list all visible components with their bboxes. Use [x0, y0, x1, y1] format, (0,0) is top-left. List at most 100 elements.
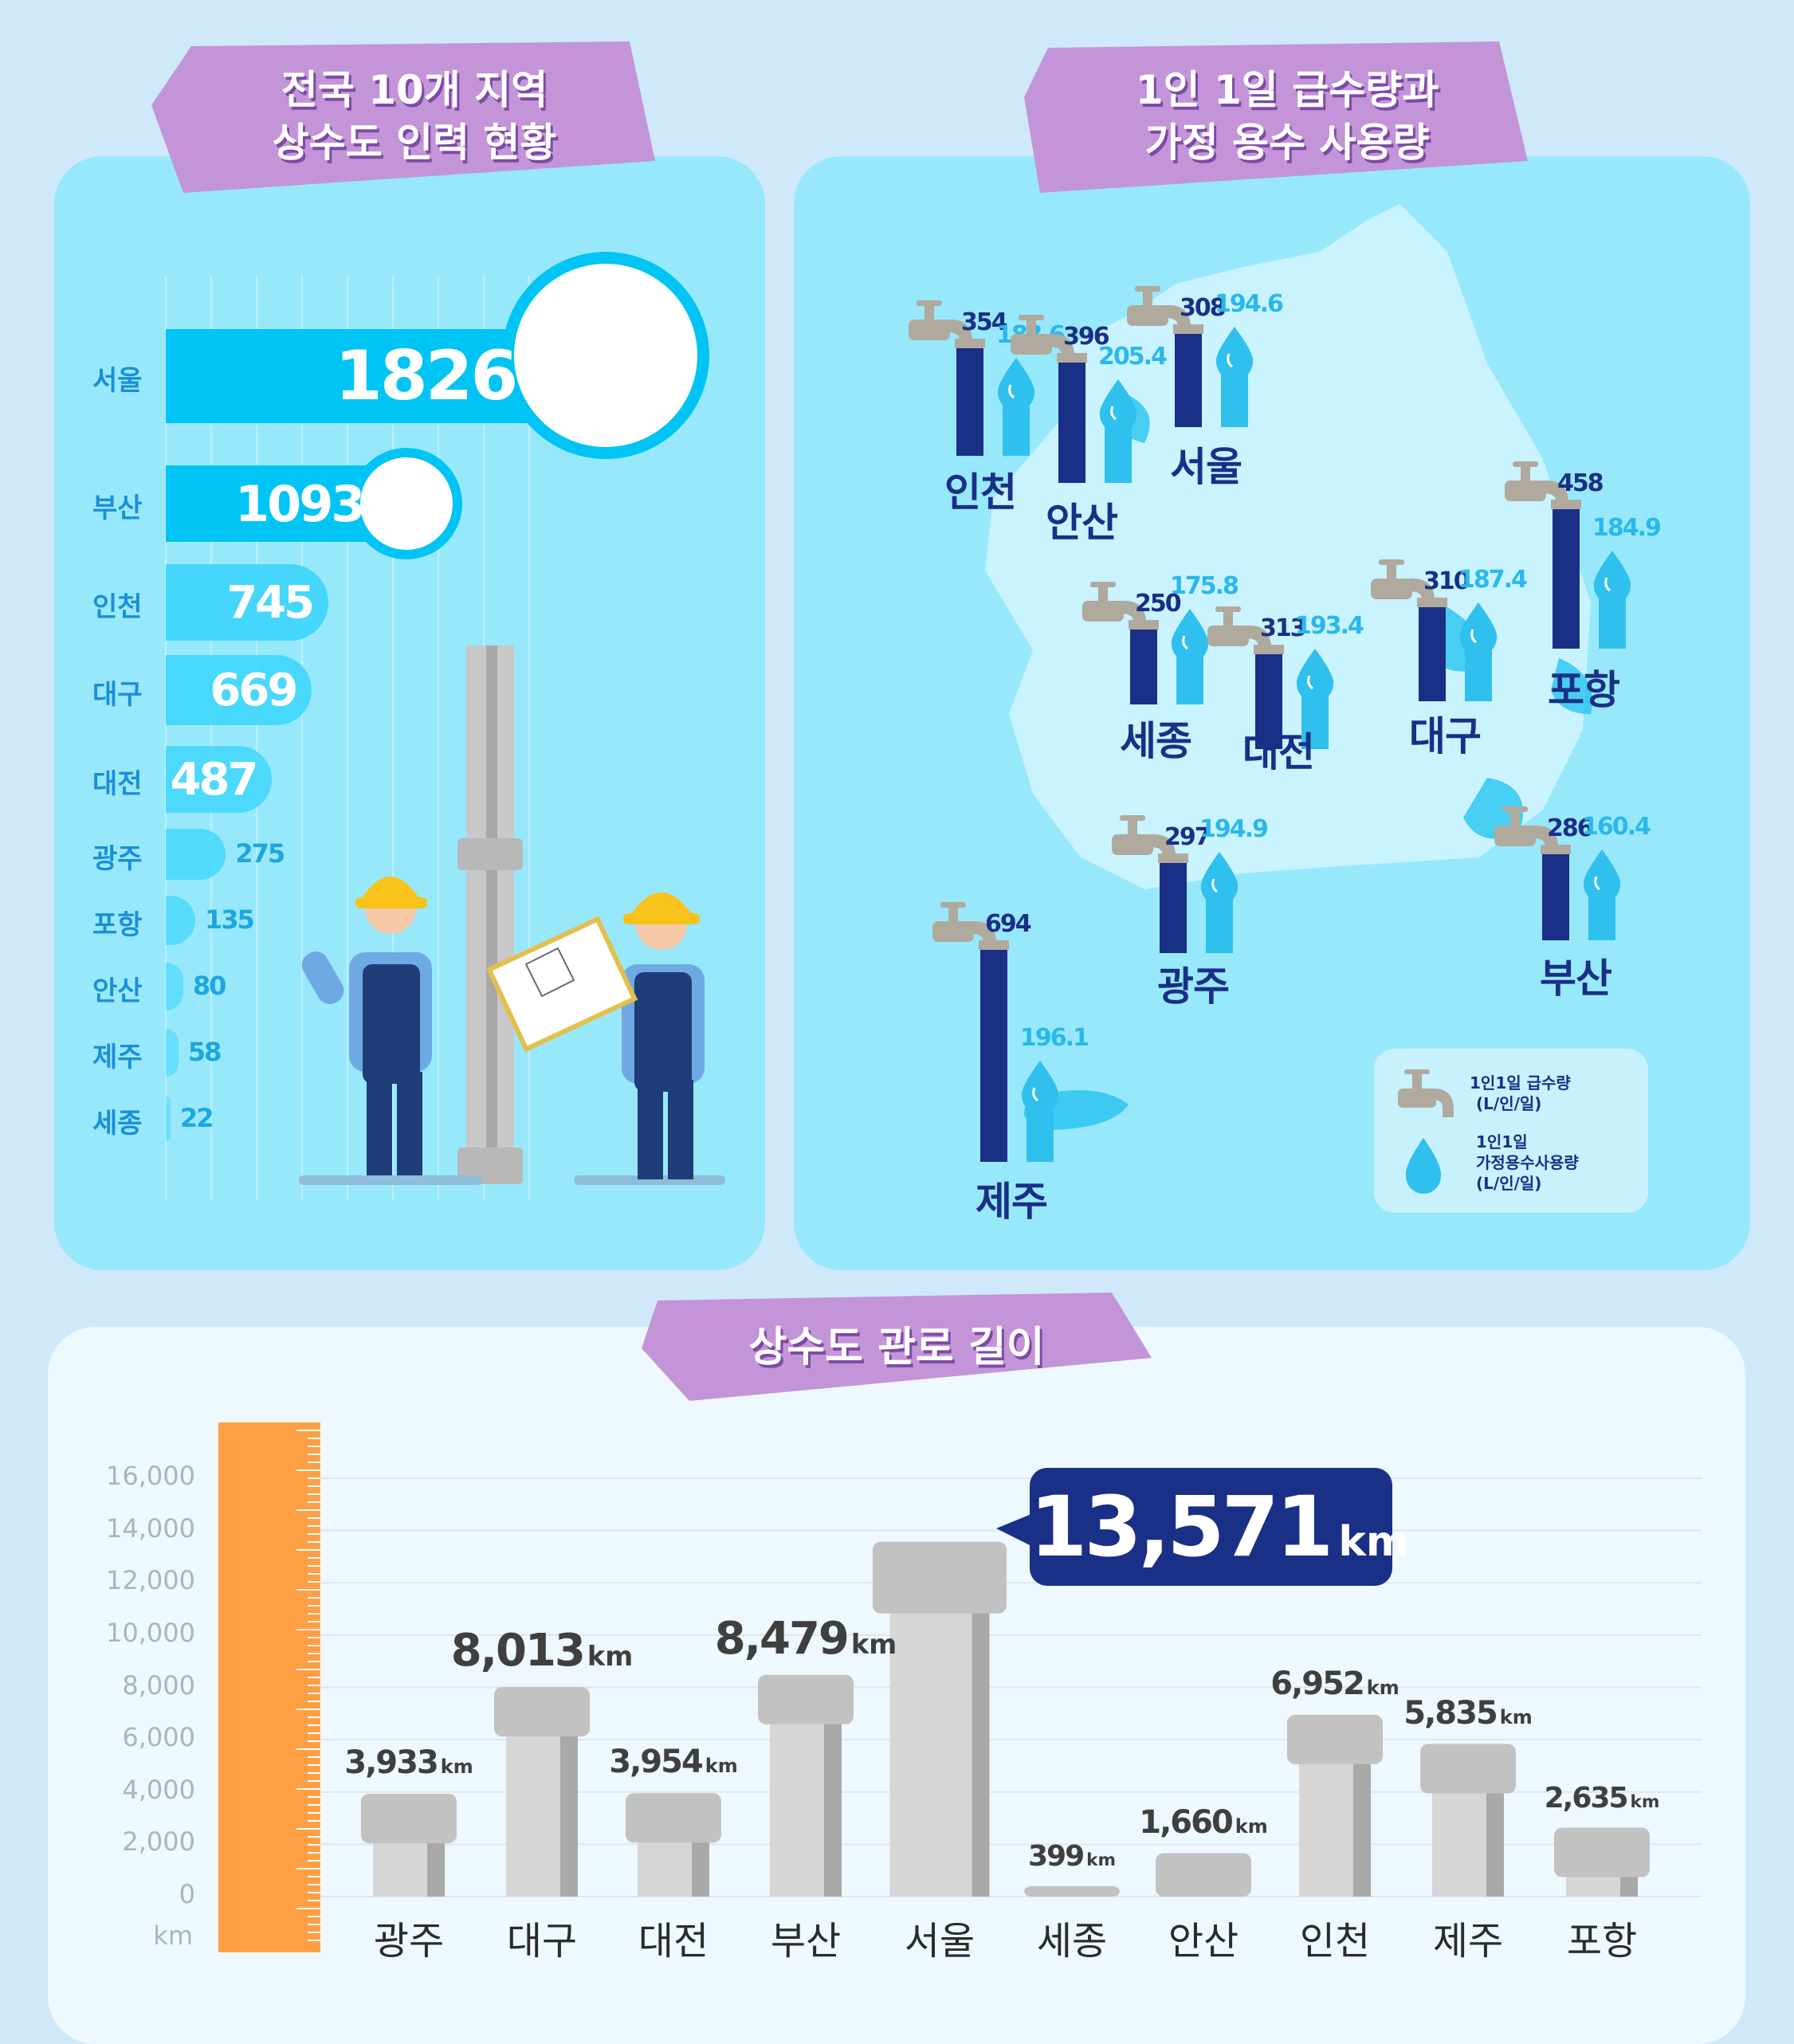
water-drop-icon	[1583, 849, 1621, 900]
supply-bar-cap	[1541, 844, 1571, 854]
workforce-bar	[166, 564, 329, 641]
bar-value: 275	[235, 838, 285, 869]
faucet-icon	[1398, 1069, 1454, 1117]
household-bar	[1301, 694, 1329, 749]
value-label: 3,954 km	[554, 1744, 793, 1780]
household-value: 160.4	[1582, 812, 1651, 841]
region-label: 광주	[92, 843, 143, 875]
supply-bar	[956, 347, 983, 456]
pipe-bar-shadow	[1486, 1768, 1504, 1897]
value-label: 13,571	[1030, 1478, 1333, 1575]
pipe-cap	[758, 1674, 854, 1724]
pipe-banner: 상수도 관로 길이	[642, 1293, 1152, 1404]
household-value: 194.6	[1215, 289, 1284, 318]
city-label: 안산	[1046, 500, 1118, 546]
city-label: 대구	[1409, 713, 1482, 759]
water-drop-icon	[997, 358, 1035, 410]
bar-value: 58	[187, 1037, 222, 1067]
value-number: 3,933	[344, 1744, 439, 1781]
supply-value: 308	[1180, 294, 1227, 323]
pipe-cap	[1420, 1744, 1516, 1794]
y-tick-label: 12,000	[106, 1565, 195, 1596]
legend-supply-line2: (L/인/일)	[1476, 1094, 1542, 1113]
y-tick-label: 2,000	[122, 1826, 195, 1858]
pipe-bar-shadow	[1353, 1739, 1371, 1897]
workforce-banner: 전국 10개 지역 상수도 인력 현황	[151, 41, 677, 193]
y-tick-label: 6,000	[122, 1722, 195, 1753]
value-callout: 13,571 km	[1030, 1468, 1409, 1586]
city-label: 세종	[1120, 718, 1192, 764]
supply-bar	[1542, 852, 1569, 940]
supply-bar	[1255, 653, 1282, 749]
household-bar	[1588, 895, 1615, 940]
city-label: 서울	[1170, 444, 1242, 490]
bar-value: 745	[226, 577, 315, 629]
supply-value: 297	[1164, 823, 1211, 852]
city-label: 제주	[976, 1179, 1048, 1225]
value-label: 399 km	[952, 1840, 1191, 1873]
water-use-title-line1: 1인 1일 급수량과	[1135, 67, 1439, 113]
bar-value: 135	[204, 904, 255, 935]
city-label: 대전	[1242, 729, 1315, 775]
category-label: 인천	[1299, 1919, 1371, 1964]
pipe-title: 상수도 관로 길이	[748, 1324, 1045, 1371]
callout-pointer	[996, 1514, 1031, 1546]
water-drop-icon	[1406, 1138, 1442, 1194]
y-tick-label: 4,000	[122, 1774, 195, 1805]
household-value: 196.1	[1020, 1023, 1089, 1052]
category-label: 부산	[770, 1919, 842, 1964]
water-use-title-line2: 가정 용수 사용량	[1144, 120, 1430, 166]
supply-bar-cap	[1129, 619, 1159, 630]
legend-household-line1: 1인1일	[1476, 1132, 1528, 1151]
value-label: 5,835 km	[1348, 1695, 1588, 1732]
legend-household-line2: 가정용수사용량	[1476, 1153, 1579, 1172]
supply-bar-cap	[1254, 645, 1284, 655]
pipe-bar-shadow	[824, 1699, 842, 1897]
workforce-title-line1: 전국 10개 지역	[281, 67, 548, 113]
supply-value: 458	[1557, 469, 1604, 498]
bar-value: 1093	[235, 475, 366, 533]
supply-bar-cap	[979, 940, 1009, 951]
household-bar	[1176, 655, 1203, 704]
supply-value: 694	[985, 910, 1032, 939]
region-label: 안산	[92, 975, 143, 1007]
y-axis-unit: km	[153, 1920, 193, 1951]
region-label: 포항	[92, 909, 143, 941]
region-label: 인천	[92, 591, 143, 623]
region-label: 세종	[92, 1108, 143, 1140]
city-label: 포항	[1548, 667, 1620, 713]
value-unit: km	[1499, 1705, 1533, 1728]
water-drop-icon	[1296, 648, 1334, 700]
pipe-bar-shadow	[972, 1577, 990, 1897]
value-label: 2,635 km	[1482, 1782, 1721, 1814]
pipe-cap	[1554, 1827, 1650, 1877]
value-unit: km	[850, 1628, 897, 1660]
legend-supply-line1: 1인1일 급수량	[1470, 1073, 1571, 1093]
value-number: 2,635	[1544, 1781, 1629, 1814]
category-label: 대구	[506, 1919, 578, 1964]
y-tick-label: 8,000	[122, 1669, 195, 1701]
city-label: 인천	[944, 469, 1017, 516]
pipe-cap	[361, 1793, 457, 1843]
y-tick-label: 10,000	[106, 1617, 195, 1648]
workforce-title-line2: 상수도 인력 현황	[272, 120, 557, 166]
category-label: 제주	[1432, 1919, 1504, 1964]
supply-bar	[980, 948, 1007, 1162]
map-legend: 1인1일 급수량 (L/인/일) 1인1일 가정용수사용량 (L/인/일)	[1374, 1049, 1648, 1213]
worker-avatar-face	[514, 264, 697, 447]
workforce-bar	[166, 829, 226, 880]
household-value: 175.8	[1170, 572, 1239, 601]
household-value: 194.9	[1199, 815, 1269, 844]
category-label: 세종	[1036, 1919, 1108, 1964]
water-use-banner: 1인 1일 급수량과 가정 용수 사용량	[1024, 41, 1550, 193]
value-label: 1,660 km	[1084, 1804, 1323, 1841]
bar-value: 1826	[335, 336, 518, 416]
ruler	[218, 1422, 320, 1952]
supply-bar	[1130, 627, 1157, 704]
water-drop-icon	[1215, 326, 1254, 378]
household-bar	[1206, 898, 1233, 953]
water-drop-icon	[1200, 852, 1239, 904]
value-number: 399	[1027, 1839, 1085, 1873]
supply-bar	[1160, 861, 1187, 953]
